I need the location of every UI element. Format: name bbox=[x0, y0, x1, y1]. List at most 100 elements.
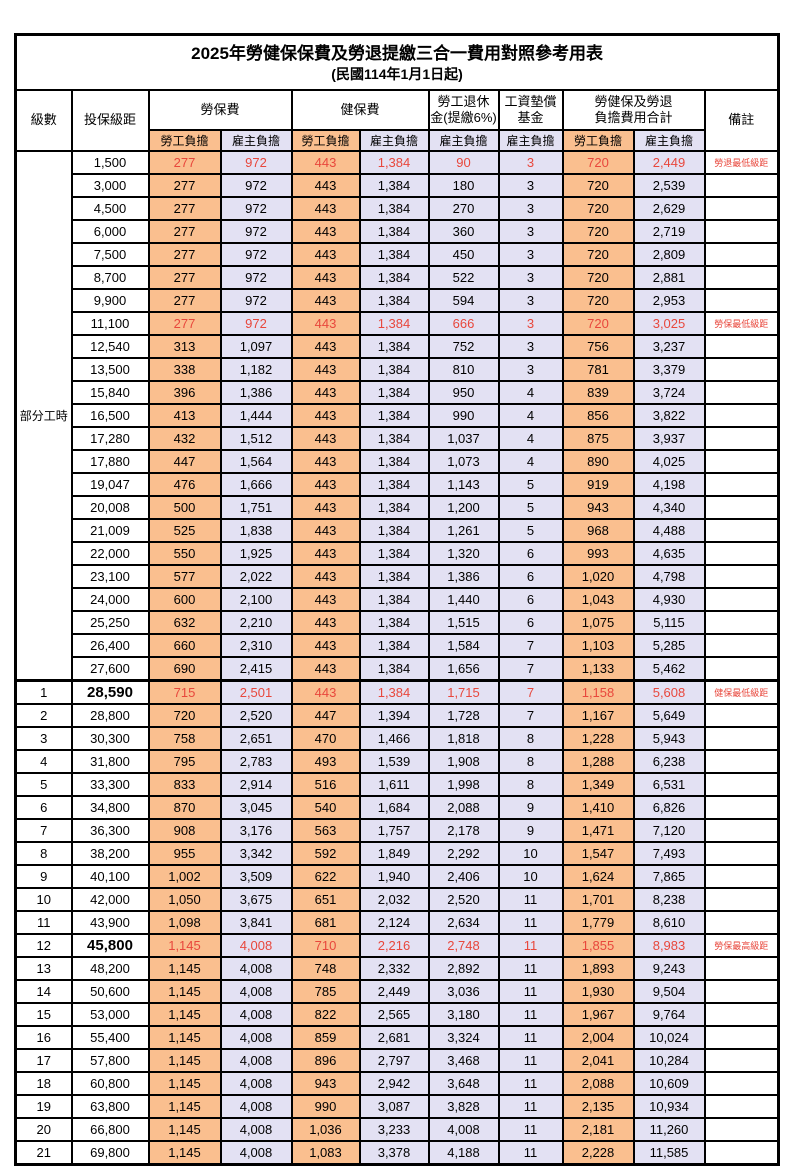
cell-health-worker: 443 bbox=[290, 656, 361, 682]
cell-health-employer: 2,332 bbox=[358, 956, 430, 981]
cell-bracket: 27,600 bbox=[70, 656, 150, 682]
cell-labor-worker: 1,145 bbox=[147, 1048, 222, 1073]
header-bracket: 投保級距 bbox=[70, 89, 150, 152]
cell-total-employer: 5,649 bbox=[632, 703, 706, 728]
cell-health-employer: 1,384 bbox=[358, 679, 430, 705]
cell-total-worker: 720 bbox=[561, 173, 635, 198]
cell-labor-employer: 972 bbox=[219, 173, 293, 198]
cell-total-employer: 10,024 bbox=[632, 1025, 706, 1050]
cell-health-worker: 896 bbox=[290, 1048, 361, 1073]
cell-labor-worker: 795 bbox=[147, 749, 222, 774]
cell-wage-fund-employer: 7 bbox=[497, 703, 564, 728]
cell-health-employer: 2,681 bbox=[358, 1025, 430, 1050]
cell-health-employer: 1,466 bbox=[358, 726, 430, 751]
cell-bracket: 24,000 bbox=[70, 587, 150, 612]
cell-health-worker: 443 bbox=[290, 541, 361, 566]
subheader-pension-employer: 雇主負擔 bbox=[427, 129, 500, 152]
cell-pension-employer: 1,261 bbox=[427, 518, 500, 543]
cell-bracket: 28,800 bbox=[70, 703, 150, 728]
table-row: 21 69,800 1,145 4,008 1,083 3,378 4,188 11 2,228… bbox=[14, 1140, 780, 1166]
cell-labor-worker: 550 bbox=[147, 541, 222, 566]
cell-labor-employer: 3,342 bbox=[219, 841, 293, 866]
cell-health-worker: 443 bbox=[290, 150, 361, 175]
cell-level: 2 bbox=[14, 703, 73, 728]
cell-total-employer: 3,724 bbox=[632, 380, 706, 405]
cell-labor-employer: 3,509 bbox=[219, 864, 293, 889]
cell-labor-employer: 2,651 bbox=[219, 726, 293, 751]
cell-wage-fund-employer: 6 bbox=[497, 587, 564, 612]
cell-level: 3 bbox=[14, 726, 73, 751]
cell-level: 6 bbox=[14, 795, 73, 820]
cell-total-worker: 839 bbox=[561, 380, 635, 405]
cell-note bbox=[703, 564, 780, 589]
cell-note bbox=[703, 196, 780, 221]
cell-labor-worker: 525 bbox=[147, 518, 222, 543]
cell-health-employer: 1,611 bbox=[358, 772, 430, 797]
cell-health-employer: 1,384 bbox=[358, 564, 430, 589]
cell-health-employer: 1,384 bbox=[358, 403, 430, 428]
cell-total-worker: 2,088 bbox=[561, 1071, 635, 1096]
cell-bracket: 57,800 bbox=[70, 1048, 150, 1073]
cell-labor-employer: 4,008 bbox=[219, 1071, 293, 1096]
cell-labor-worker: 277 bbox=[147, 150, 222, 175]
cell-labor-employer: 1,666 bbox=[219, 472, 293, 497]
cell-total-worker: 856 bbox=[561, 403, 635, 428]
cell-labor-worker: 500 bbox=[147, 495, 222, 520]
table-row: 21,009 525 1,838 443 1,384 1,261 5 968 4,488 bbox=[16, 518, 780, 543]
cell-total-employer: 6,531 bbox=[632, 772, 706, 797]
cell-wage-fund-employer: 11 bbox=[497, 910, 564, 935]
cell-total-employer: 11,585 bbox=[632, 1140, 706, 1166]
cell-labor-worker: 277 bbox=[147, 311, 222, 336]
cell-level: 18 bbox=[14, 1071, 73, 1096]
cell-pension-employer: 3,180 bbox=[427, 1002, 500, 1027]
cell-pension-employer: 810 bbox=[427, 357, 500, 382]
cell-labor-worker: 277 bbox=[147, 173, 222, 198]
cell-total-worker: 1,930 bbox=[561, 979, 635, 1004]
cell-labor-employer: 2,914 bbox=[219, 772, 293, 797]
subheader-health-employer: 雇主負擔 bbox=[358, 129, 430, 152]
cell-labor-employer: 1,512 bbox=[219, 426, 293, 451]
cell-pension-employer: 1,037 bbox=[427, 426, 500, 451]
table-row: 17,880 447 1,564 443 1,384 1,073 4 890 4,025 bbox=[16, 449, 780, 474]
cell-health-employer: 1,384 bbox=[358, 633, 430, 658]
cell-labor-worker: 476 bbox=[147, 472, 222, 497]
cell-note bbox=[703, 887, 780, 912]
cell-pension-employer: 180 bbox=[427, 173, 500, 198]
cell-total-employer: 4,930 bbox=[632, 587, 706, 612]
cell-bracket: 28,590 bbox=[70, 679, 150, 705]
cell-bracket: 60,800 bbox=[70, 1071, 150, 1096]
cell-total-worker: 756 bbox=[561, 334, 635, 359]
cell-note bbox=[703, 1002, 780, 1027]
table-row: 15,840 396 1,386 443 1,384 950 4 839 3,724 bbox=[16, 380, 780, 405]
cell-note bbox=[703, 357, 780, 382]
cell-wage-fund-employer: 11 bbox=[497, 979, 564, 1004]
cell-total-employer: 2,719 bbox=[632, 219, 706, 244]
cell-total-employer: 2,881 bbox=[632, 265, 706, 290]
subheader-total-employer: 雇主負擔 bbox=[632, 129, 706, 152]
cell-level: 13 bbox=[14, 956, 73, 981]
cell-labor-employer: 1,751 bbox=[219, 495, 293, 520]
cell-wage-fund-employer: 3 bbox=[497, 265, 564, 290]
cell-bracket: 36,300 bbox=[70, 818, 150, 843]
cell-health-worker: 493 bbox=[290, 749, 361, 774]
cell-level: 14 bbox=[14, 979, 73, 1004]
cell-note bbox=[703, 449, 780, 474]
cell-pension-employer: 1,143 bbox=[427, 472, 500, 497]
cell-labor-employer: 2,783 bbox=[219, 749, 293, 774]
table-row: 13,500 338 1,182 443 1,384 810 3 781 3,379 bbox=[16, 357, 780, 382]
cell-total-employer: 4,488 bbox=[632, 518, 706, 543]
table-row: 16,500 413 1,444 443 1,384 990 4 856 3,822 bbox=[16, 403, 780, 428]
cell-health-employer: 1,384 bbox=[358, 173, 430, 198]
cell-total-worker: 781 bbox=[561, 357, 635, 382]
page-subtitle: (民國114年1月1日起) bbox=[331, 66, 463, 83]
cell-note bbox=[703, 518, 780, 543]
cell-note bbox=[703, 173, 780, 198]
cell-health-employer: 1,384 bbox=[358, 518, 430, 543]
cell-labor-employer: 2,501 bbox=[219, 679, 293, 705]
cell-labor-worker: 313 bbox=[147, 334, 222, 359]
cell-bracket: 15,840 bbox=[70, 380, 150, 405]
cell-labor-employer: 972 bbox=[219, 219, 293, 244]
cell-labor-worker: 1,002 bbox=[147, 864, 222, 889]
cell-pension-employer: 2,292 bbox=[427, 841, 500, 866]
cell-note bbox=[703, 1140, 780, 1166]
